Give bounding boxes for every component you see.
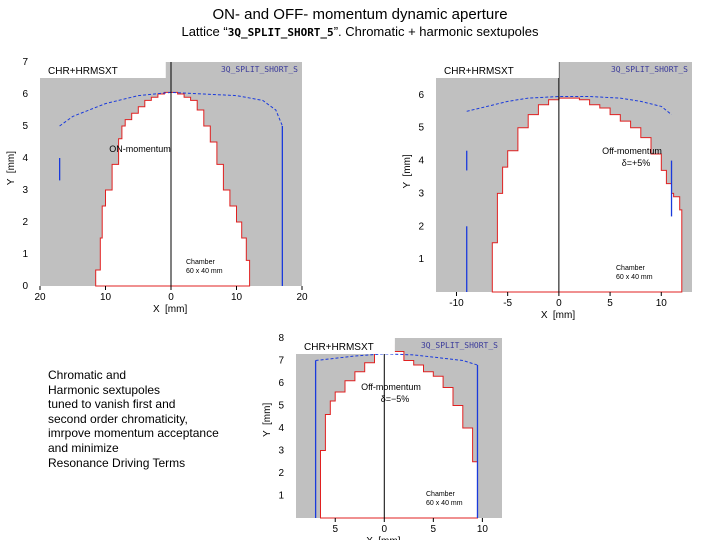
chart-off-momentum-plus: -10 -5 0 5 10 1 2 3 4 5 6 X [mm] Y [mm] CHR+HRMSXT 3Q_SP… [402, 62, 692, 321]
y-axis-label: Y [6, 178, 17, 185]
annotation-label: Off-momentum [361, 382, 421, 392]
x-tick-label-0: 20 [34, 292, 46, 303]
y-tick-label-4: 5 [278, 401, 284, 412]
subtitle-lattice: 3Q_SPLIT_SHORT_5 [227, 26, 334, 39]
y-tick-label-1: 2 [278, 468, 284, 479]
x-tick-label-1: -5 [503, 298, 512, 309]
chamber-label-line2: 60 x 40 mm [616, 274, 653, 281]
header-left-label: CHR+HRMSXT [304, 342, 374, 353]
aperture-boundary-line [320, 344, 478, 519]
chart-on-momentum: 20 10 0 10 20 0 1 2 3 4 5 6 7 X [mm] Y [mm] CHR+HRMSXT 3Q_… [6, 57, 308, 315]
x-tick-label-0: 5 [332, 524, 338, 535]
y-tick-label-3: 4 [278, 423, 284, 434]
page-subtitle: Lattice “3Q_SPLIT_SHORT_5”. Chromatic + … [0, 24, 720, 39]
chamber-curve [466, 96, 672, 115]
header-left-label: CHR+HRMSXT [48, 66, 118, 77]
page-title: ON- and OFF- momentum dynamic aperture [212, 6, 508, 23]
chamber-label-line1: Chamber [616, 265, 645, 272]
x-tick-label-4: 10 [656, 298, 668, 309]
y-axis-unit: [mm] [402, 154, 413, 176]
y-tick-label-5: 6 [278, 378, 284, 389]
y-tick-label-0: 1 [278, 491, 284, 502]
x-tick-label-3: 5 [607, 298, 613, 309]
chart-off-momentum-minus: 5 0 5 10 1 2 3 4 5 6 7 8 X [mm] Y [mm] CHR+HRMSXT 3Q_SPLI… [262, 333, 502, 540]
x-axis-unit: [mm] [165, 304, 187, 315]
x-tick-label-2: 5 [431, 524, 437, 535]
y-axis-unit: [mm] [262, 403, 273, 425]
y-tick-label-7: 8 [278, 333, 284, 344]
header-box [296, 338, 395, 354]
x-tick-label-4: 20 [296, 292, 308, 303]
x-tick-label-0: -10 [449, 298, 464, 309]
y-tick-label-3: 3 [22, 185, 28, 196]
y-tick-label-1: 1 [22, 249, 28, 260]
delta-label: δ=+5% [622, 158, 651, 168]
y-tick-label-0: 1 [418, 254, 424, 265]
notes-text: Chromatic and Harmonic sextupoles tuned … [48, 368, 219, 470]
annotation-label: Off-momentum [602, 146, 662, 156]
x-axis-unit: [mm] [378, 536, 400, 540]
header-left-label: CHR+HRMSXT [444, 66, 514, 77]
chamber-label-line1: Chamber [186, 259, 215, 266]
y-tick-label-0: 0 [22, 281, 28, 292]
header-box [40, 62, 166, 78]
y-axis-label: Y [262, 430, 273, 437]
y-tick-label-7: 7 [22, 57, 28, 68]
y-tick-label-2: 2 [22, 217, 28, 228]
chamber-label-line2: 60 x 40 mm [426, 500, 463, 507]
x-tick-label-3: 10 [477, 524, 489, 535]
y-tick-label-5: 6 [418, 90, 424, 101]
x-axis-label: X [366, 536, 373, 540]
annotation-label: ON-momentum [109, 144, 171, 154]
delta-label: δ=−5% [381, 394, 410, 404]
y-tick-label-5: 5 [22, 121, 28, 132]
header-right-label: 3Q_SPLIT_SHORT_S [421, 341, 498, 350]
y-axis-label: Y [402, 182, 413, 189]
y-tick-label-3: 4 [418, 156, 424, 167]
x-axis-label: X [541, 310, 548, 321]
stable-region [95, 92, 250, 287]
x-tick-label-2: 0 [556, 298, 562, 309]
x-tick-label-1: 10 [100, 292, 112, 303]
x-tick-label-1: 0 [382, 524, 388, 535]
header-right-label: 3Q_SPLIT_SHORT_S [221, 65, 298, 74]
x-axis-unit: [mm] [553, 310, 575, 321]
y-tick-label-6: 7 [278, 356, 284, 367]
chamber-label-line1: Chamber [426, 491, 455, 498]
header-right-label: 3Q_SPLIT_SHORT_S [611, 65, 688, 74]
x-tick-label-2: 0 [168, 292, 174, 303]
subtitle-suffix: ”. Chromatic + harmonic sextupoles [333, 24, 539, 39]
y-tick-label-2: 3 [418, 188, 424, 199]
x-tick-label-3: 10 [231, 292, 243, 303]
y-tick-label-4: 5 [418, 123, 424, 134]
y-tick-label-6: 6 [22, 89, 28, 100]
chamber-label-line2: 60 x 40 mm [186, 268, 223, 275]
y-tick-label-4: 4 [22, 153, 28, 164]
header-box [436, 62, 559, 78]
y-axis-unit: [mm] [6, 151, 17, 173]
stable-region [492, 98, 682, 292]
x-axis-label: X [153, 304, 160, 315]
y-tick-label-2: 3 [278, 446, 284, 457]
chamber-curve [315, 353, 478, 366]
subtitle-prefix: Lattice “ [181, 24, 228, 39]
y-tick-label-1: 2 [418, 221, 424, 232]
stable-region [320, 344, 478, 518]
